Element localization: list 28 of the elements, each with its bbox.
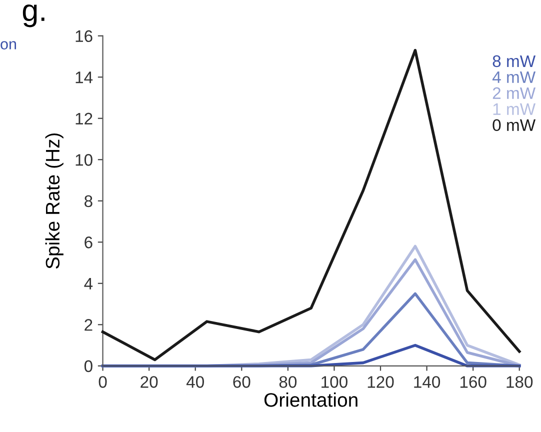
x-tick-label: 60 [233,376,250,388]
y-axis-title: Spike Rate (Hz) [45,133,64,269]
x-tick-label: 160 [460,376,486,388]
x-tick-label: 120 [368,376,394,388]
y-tick-label: 12 [76,112,92,124]
x-tick-label: 100 [322,376,348,388]
y-tick-label: 6 [84,236,92,248]
x-tick-label: 0 [98,376,107,388]
x-tick-label: 40 [186,376,204,388]
x-tick-label: 180 [506,376,533,388]
y-tick-label: 10 [76,154,92,166]
y-tick-label: 4 [84,278,93,290]
text: 4 mW [492,71,536,83]
x-axis-title: Orientation [264,392,358,407]
y-tick-label: 0 [84,360,92,372]
text: 2 mW [492,87,536,99]
x-tick-label: 80 [279,376,297,388]
y-tick-label: 14 [76,72,93,84]
text: 1 mW [493,103,536,115]
y-tick-label: 8 [84,195,92,208]
y-tick-label: 16 [76,30,92,42]
x-tick-label: 140 [414,376,440,388]
chart-title: g. [22,4,44,28]
text: 8 mW [492,55,536,68]
y-tick-label: 2 [84,319,92,331]
x-tick-label: 20 [140,376,158,388]
text: 0 mW [492,119,536,132]
text: on [0,41,16,50]
